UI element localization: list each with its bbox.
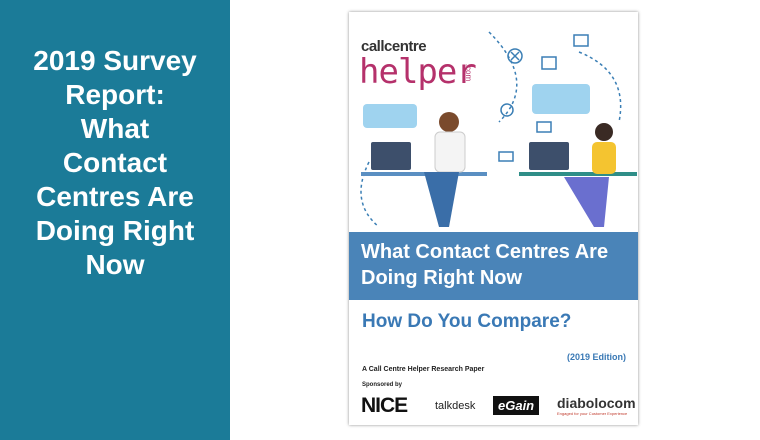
sponsor: NICE bbox=[361, 394, 408, 417]
logo-main: helper bbox=[359, 52, 477, 92]
illustration bbox=[360, 31, 637, 228]
sponsor: eGain bbox=[493, 396, 540, 415]
logo: callcentre helper .com bbox=[357, 34, 477, 94]
cover-banner: What Contact Centres Are Doing Right Now bbox=[349, 232, 638, 300]
logo-top: callcentre bbox=[361, 38, 427, 55]
sponsor: talkdesk bbox=[435, 400, 476, 412]
side-panel: 2019 Survey Report: What Contact Centres… bbox=[0, 0, 230, 440]
sponsor: diabolocom bbox=[557, 395, 636, 411]
logo-suffix: .com bbox=[464, 63, 474, 82]
report-cover[interactable]: callcentre helper .com What Contact Cent… bbox=[349, 12, 638, 425]
cover-subtitle: How Do You Compare? bbox=[362, 311, 572, 332]
paper-label: A Call Centre Helper Research Paper bbox=[362, 366, 485, 373]
edition: (2019 Edition) bbox=[566, 352, 626, 362]
sponsor-tagline: Engaged for your Customer Experience bbox=[557, 411, 628, 416]
panel-title: 2019 Survey Report: What Contact Centres… bbox=[33, 45, 197, 280]
sponsored-label: Sponsored by bbox=[362, 382, 403, 388]
